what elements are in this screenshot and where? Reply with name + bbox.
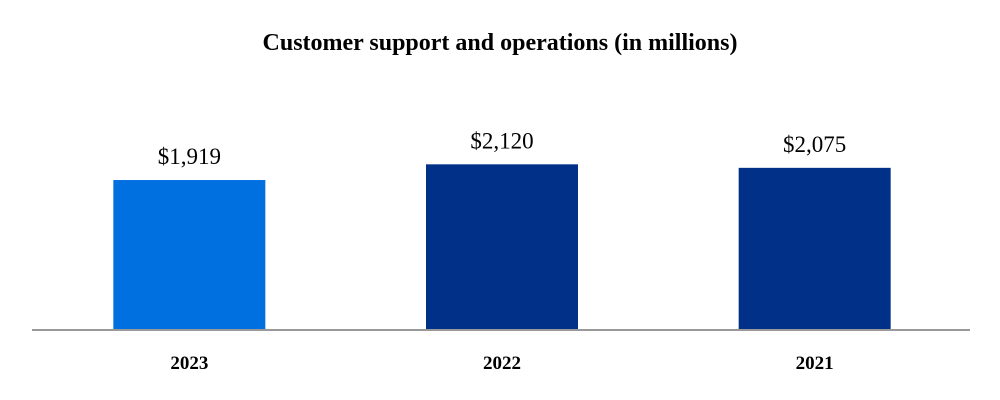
data-label-2023: $1,919 [158,144,221,169]
bar-2023 [113,180,266,330]
x-tick-label-2023: 2023 [170,353,208,374]
data-label-2021: $2,075 [783,132,846,157]
data-label-2022: $2,120 [470,128,533,153]
x-tick-label-2022: 2022 [483,353,521,374]
chart-title: Customer support and operations (in mill… [263,30,738,56]
x-tick-label-2021: 2021 [796,353,834,374]
bar-2022 [426,164,578,330]
bar-2021 [738,167,891,330]
